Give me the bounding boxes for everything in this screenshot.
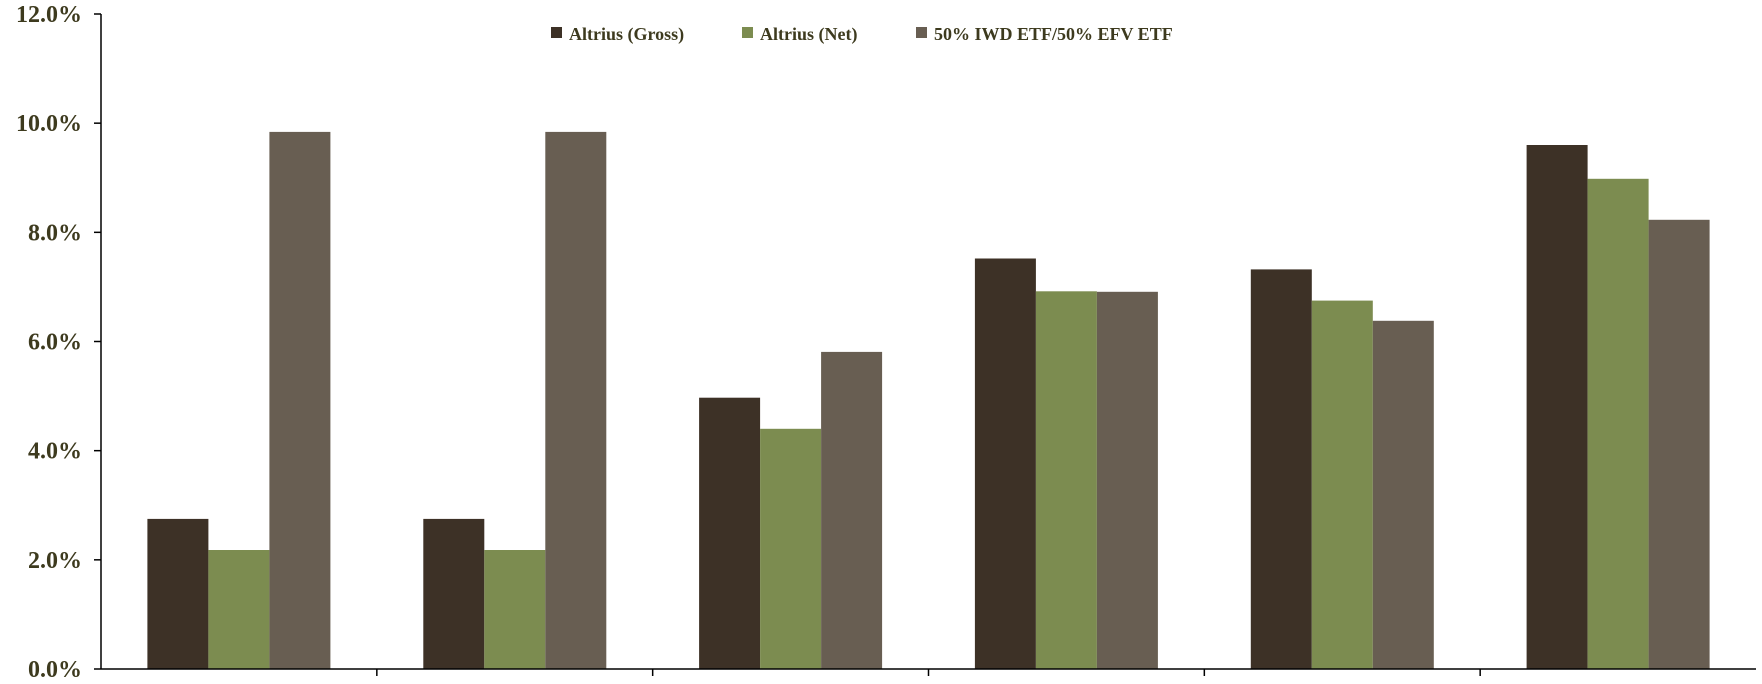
bar-series-1-category-3 bbox=[699, 397, 761, 669]
bar-series-2-category-1 bbox=[208, 550, 270, 669]
bar-series-1-category-4 bbox=[974, 258, 1036, 669]
y-tick-label: 4.0% bbox=[28, 439, 82, 465]
bar-series-3-category-6 bbox=[1648, 219, 1710, 670]
legend-swatch-1 bbox=[551, 27, 562, 38]
bar-series-2-category-6 bbox=[1587, 178, 1649, 670]
bar-series-1-category-6 bbox=[1526, 145, 1588, 669]
legend-label-3: 50% IWD ETF/50% EFV ETF bbox=[934, 24, 1173, 44]
bar-series-3-category-5 bbox=[1372, 320, 1434, 669]
y-tick-label: 2.0% bbox=[28, 548, 82, 574]
bars-group bbox=[147, 131, 1710, 670]
bar-series-1-category-2 bbox=[423, 518, 485, 669]
bar-series-2-category-2 bbox=[484, 550, 546, 669]
bar-series-3-category-2 bbox=[545, 131, 607, 669]
bar-series-2-category-3 bbox=[760, 428, 822, 669]
legend-label-1: Altrius (Gross) bbox=[569, 24, 684, 45]
y-tick-label: 12.0% bbox=[16, 2, 82, 28]
bar-series-2-category-5 bbox=[1311, 300, 1373, 669]
legend-label-2: Altrius (Net) bbox=[760, 24, 857, 45]
y-tick-label: 6.0% bbox=[28, 330, 82, 356]
bar-series-3-category-4 bbox=[1096, 291, 1158, 669]
y-tick-label: 8.0% bbox=[28, 220, 82, 246]
bar-series-1-category-5 bbox=[1250, 269, 1312, 669]
bar-series-2-category-4 bbox=[1035, 291, 1097, 669]
x-ticks-group bbox=[376, 669, 1481, 676]
axes-group bbox=[100, 14, 1756, 670]
legend-swatch-2 bbox=[742, 27, 753, 38]
bar-series-3-category-1 bbox=[269, 131, 331, 669]
bar-series-3-category-3 bbox=[821, 351, 883, 669]
legend: Altrius (Gross) Altrius (Net) 50% IWD ETF/… bbox=[551, 24, 1173, 45]
y-tick-label: 10.0% bbox=[16, 111, 82, 137]
y-tick-label: 0.0% bbox=[28, 657, 82, 683]
y-ticks-group: 0.0% 2.0% 4.0% 6.0% 8.0% 10.0% 12.0% bbox=[16, 2, 101, 683]
bar-series-1-category-1 bbox=[147, 518, 209, 669]
legend-swatch-3 bbox=[916, 27, 927, 38]
